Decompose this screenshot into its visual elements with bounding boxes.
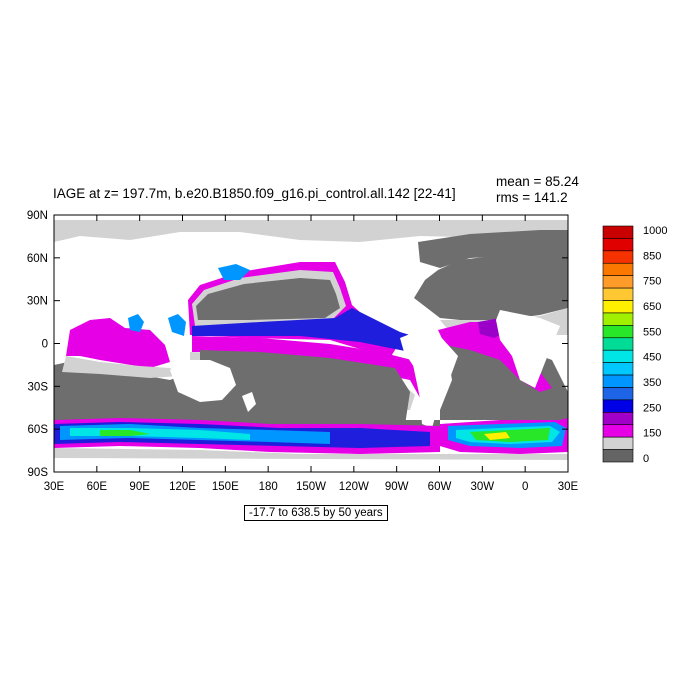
lat-tick-label: 30S bbox=[28, 381, 49, 393]
colorbar-swatch bbox=[602, 374, 634, 388]
colorbar-label: 150 bbox=[643, 428, 661, 440]
lat-tick-label: 90S bbox=[28, 467, 49, 479]
lon-tick-label: 150W bbox=[296, 481, 326, 493]
colorbar-label: 250 bbox=[643, 402, 661, 414]
australia bbox=[170, 360, 236, 402]
rms-stat: rms = 141.2 bbox=[496, 190, 568, 205]
lon-tick-label: 90E bbox=[129, 481, 150, 493]
lon-tick-label: 30E bbox=[558, 481, 579, 493]
colorbar-swatch bbox=[602, 387, 634, 401]
colorbar-swatch bbox=[602, 312, 634, 326]
weddell-yellow bbox=[484, 432, 510, 440]
colorbar-swatch bbox=[602, 337, 634, 351]
colorbar-swatch bbox=[602, 325, 634, 339]
colorbar-swatch bbox=[602, 300, 634, 314]
colorbar-swatch bbox=[602, 262, 634, 276]
lat-tick-label: 0 bbox=[42, 339, 48, 351]
lon-tick-label: 60W bbox=[428, 481, 452, 493]
lon-tick-label: 120W bbox=[339, 481, 369, 493]
colorbar-swatch bbox=[602, 250, 634, 264]
lat-tick-label: 90N bbox=[27, 210, 48, 222]
longitude-axis: 30E 60E 90E 120E 150E 180 150W 120W 90W 60W 30W 0 30… bbox=[44, 215, 579, 493]
colorbar-label: 450 bbox=[643, 352, 661, 364]
contour-range-label: -17.7 to 638.5 by 50 years bbox=[244, 505, 388, 521]
lon-tick-label: 60E bbox=[87, 481, 108, 493]
colorbar-swatch bbox=[602, 436, 634, 450]
colorbar-label: 650 bbox=[643, 301, 661, 313]
lon-tick-label: 30W bbox=[471, 481, 495, 493]
indian-ocean-magenta bbox=[66, 318, 170, 368]
colorbar-swatch bbox=[602, 238, 634, 252]
new-zealand bbox=[242, 392, 256, 412]
lat-tick-label: 60N bbox=[27, 253, 48, 265]
south-china-sea-patch bbox=[168, 314, 186, 336]
mean-stat: mean = 85.24 bbox=[496, 174, 579, 189]
colorbar-swatch bbox=[602, 412, 634, 426]
colorbar-swatch bbox=[602, 349, 634, 363]
antarctic-margin bbox=[54, 448, 568, 460]
colorbar-label: 550 bbox=[643, 326, 661, 338]
arctic-ocean bbox=[54, 220, 568, 242]
colorbar bbox=[602, 225, 634, 463]
colorbar-swatch bbox=[602, 449, 634, 463]
bay-of-bengal-patch bbox=[128, 314, 144, 332]
southern-ocean-green bbox=[100, 430, 150, 436]
plot-title: IAGE at z= 197.7m, b.e20.B1850.f09_g16.p… bbox=[53, 186, 456, 201]
africa bbox=[496, 310, 560, 388]
north-atlantic-deep bbox=[414, 248, 568, 320]
arctic-deep bbox=[418, 230, 568, 268]
indian-ocean-deep bbox=[54, 362, 205, 425]
lon-tick-label: 150E bbox=[212, 481, 239, 493]
colorbar-label: 750 bbox=[643, 276, 661, 288]
lon-tick-label: 180 bbox=[259, 481, 278, 493]
colorbar-label: 350 bbox=[643, 377, 661, 389]
lon-tick-label: 120E bbox=[169, 481, 196, 493]
lat-tick-label: 60S bbox=[28, 424, 49, 436]
colorbar-label: 1000 bbox=[643, 225, 667, 237]
colorbar-label: 0 bbox=[643, 453, 649, 465]
colorbar-labels: 1000 850 750 650 550 450 350 250 150 0 bbox=[643, 225, 667, 465]
colorbar-swatch bbox=[602, 225, 634, 239]
map-field bbox=[54, 215, 568, 472]
colorbar-swatch bbox=[602, 424, 634, 438]
lon-tick-label: 90W bbox=[385, 481, 409, 493]
colorbar-swatch bbox=[602, 275, 634, 289]
colorbar-label: 850 bbox=[643, 250, 661, 262]
south-pacific-rim bbox=[192, 336, 420, 398]
colorbar-swatch bbox=[602, 287, 634, 301]
lon-tick-label: 0 bbox=[522, 481, 528, 493]
indian-ocean-low bbox=[62, 356, 180, 378]
lat-tick-label: 30N bbox=[27, 296, 48, 308]
lon-tick-label: 30E bbox=[44, 481, 65, 493]
gulf-of-alaska-patch bbox=[218, 264, 250, 280]
colorbar-swatch bbox=[602, 362, 634, 376]
colorbar-swatch bbox=[602, 399, 634, 413]
latitude-axis: 90N 60N 30N 0 30S 60S 90S bbox=[27, 210, 568, 479]
north-pacific-equatorial-band bbox=[192, 308, 425, 355]
south-america bbox=[400, 330, 458, 428]
north-pacific-deep bbox=[196, 278, 340, 320]
south-pacific-deep bbox=[200, 350, 410, 430]
